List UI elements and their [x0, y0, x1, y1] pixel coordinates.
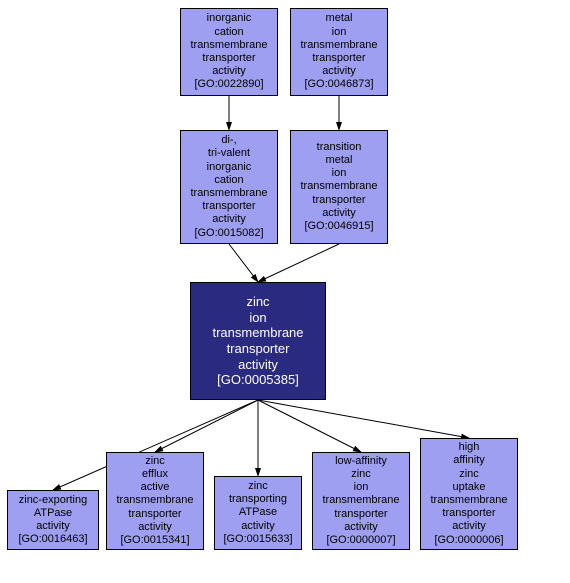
node-label-line: activity — [322, 207, 356, 220]
node-label-line: [GO:0015633] — [223, 533, 292, 546]
node-n4: transitionmetaliontransmembranetransport… — [290, 130, 388, 244]
edge — [229, 244, 258, 282]
node-label-line: transporter — [227, 341, 290, 357]
node-label-line: transmembrane — [190, 39, 267, 52]
node-label-line: ion — [354, 481, 369, 494]
node-label-line: transporter — [442, 507, 495, 520]
node-n7: zinceffluxactivetransmembranetransporter… — [106, 452, 204, 550]
node-label-line: activity — [241, 520, 275, 533]
node-label-line: metal — [326, 12, 353, 25]
node-label-line: transmembrane — [190, 187, 267, 200]
node-label-line: activity — [36, 520, 70, 533]
edge — [258, 244, 339, 282]
node-label-line: [GO:0000006] — [434, 534, 503, 547]
node-label-line: activity — [238, 357, 278, 373]
node-label-line: uptake — [452, 481, 485, 494]
node-label-line: transporter — [312, 194, 365, 207]
node-label-line: [GO:0016463] — [18, 533, 87, 546]
node-label-line: ATPase — [239, 506, 277, 519]
node-label-line: transition — [317, 141, 362, 154]
node-n1: inorganiccationtransmembranetransportera… — [180, 8, 278, 96]
node-label-line: zinc — [248, 480, 268, 493]
node-label-line: tri-valent — [208, 147, 250, 160]
node-n5: zinciontransmembranetransporteractivity[… — [190, 282, 326, 400]
node-label-line: activity — [322, 65, 356, 78]
node-n8: zinctransportingATPaseactivity[GO:001563… — [214, 476, 302, 550]
node-label-line: [GO:0046873] — [304, 78, 373, 91]
node-n3: di-,tri-valentinorganiccationtransmembra… — [180, 130, 278, 244]
node-label-line: transmembrane — [430, 494, 507, 507]
node-label-line: active — [141, 481, 170, 494]
node-label-line: transporter — [202, 200, 255, 213]
node-n10: highaffinityzincuptaketransmembranetrans… — [420, 438, 518, 550]
node-label-line: transporter — [312, 52, 365, 65]
node-label-line: activity — [344, 521, 378, 534]
node-label-line: affinity — [453, 454, 485, 467]
node-label-line: transporting — [229, 493, 287, 506]
node-label-line: [GO:0015082] — [194, 227, 263, 240]
node-label-line: zinc — [351, 468, 371, 481]
node-n6: zinc-exportingATPaseactivity[GO:0016463] — [7, 490, 99, 550]
node-label-line: low-affinity — [335, 455, 387, 468]
node-label-line: activity — [212, 213, 246, 226]
node-label-line: ion — [332, 167, 347, 180]
node-label-line: cation — [214, 26, 243, 39]
node-label-line: transporter — [128, 508, 181, 521]
node-label-line: activity — [138, 521, 172, 534]
node-label-line: ion — [249, 310, 266, 326]
node-label-line: inorganic — [207, 12, 252, 25]
node-label-line: metal — [326, 154, 353, 167]
node-label-line: transmembrane — [300, 39, 377, 52]
node-label-line: di-, — [221, 134, 236, 147]
node-n9: low-affinityzinciontransmembranetranspor… — [312, 452, 410, 550]
node-label-line: [GO:0005385] — [217, 372, 299, 388]
node-label-line: zinc — [246, 294, 269, 310]
node-label-line: zinc-exporting — [19, 494, 87, 507]
node-label-line: zinc — [145, 455, 165, 468]
node-label-line: cation — [214, 174, 243, 187]
node-label-line: ion — [332, 26, 347, 39]
node-label-line: efflux — [142, 468, 168, 481]
node-label-line: inorganic — [207, 161, 252, 174]
node-label-line: [GO:0015341] — [120, 534, 189, 547]
edge — [258, 400, 361, 452]
node-label-line: activity — [452, 520, 486, 533]
node-label-line: transmembrane — [300, 180, 377, 193]
node-label-line: transporter — [334, 508, 387, 521]
node-label-line: [GO:0022890] — [194, 78, 263, 91]
node-n2: metaliontransmembranetransporteractivity… — [290, 8, 388, 96]
node-label-line: transmembrane — [322, 494, 399, 507]
edge — [155, 400, 258, 452]
node-label-line: activity — [212, 65, 246, 78]
node-label-line: high — [459, 441, 480, 454]
node-label-line: zinc — [459, 468, 479, 481]
edge — [258, 400, 469, 438]
node-label-line: transporter — [202, 52, 255, 65]
node-label-line: transmembrane — [116, 494, 193, 507]
node-label-line: ATPase — [34, 507, 72, 520]
node-label-line: [GO:0000007] — [326, 534, 395, 547]
node-label-line: transmembrane — [212, 325, 303, 341]
node-label-line: [GO:0046915] — [304, 220, 373, 233]
